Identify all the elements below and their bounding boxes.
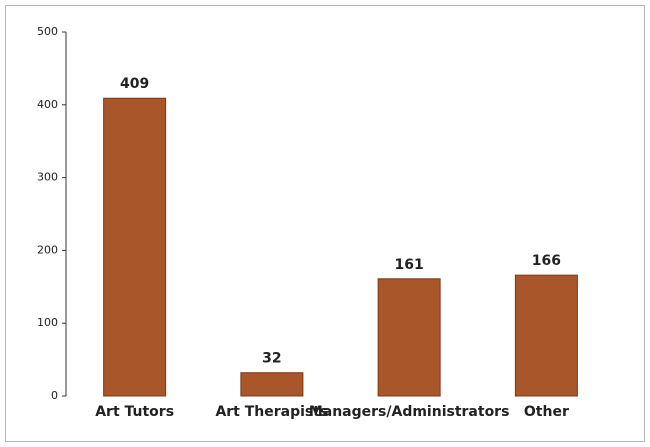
y-tick-label: 0 — [51, 389, 58, 402]
bar — [514, 274, 578, 397]
bar — [377, 278, 441, 397]
data-label: 409 — [120, 76, 149, 92]
y-tick-label: 400 — [37, 98, 58, 111]
x-tick-label: Managers/Administrators — [309, 404, 510, 420]
bar — [103, 97, 167, 397]
bar — [240, 372, 304, 397]
x-tick-label: Art Tutors — [95, 404, 174, 420]
y-tick-label: 100 — [37, 316, 58, 329]
y-tick-label: 300 — [37, 171, 58, 184]
data-label: 166 — [532, 253, 561, 269]
y-tick-label: 200 — [37, 243, 58, 256]
x-tick-label: Other — [524, 404, 569, 420]
data-label: 32 — [262, 351, 281, 367]
x-tick-label: Art Therapists — [215, 404, 328, 420]
y-tick-label: 500 — [37, 25, 58, 38]
data-label: 161 — [395, 257, 424, 273]
